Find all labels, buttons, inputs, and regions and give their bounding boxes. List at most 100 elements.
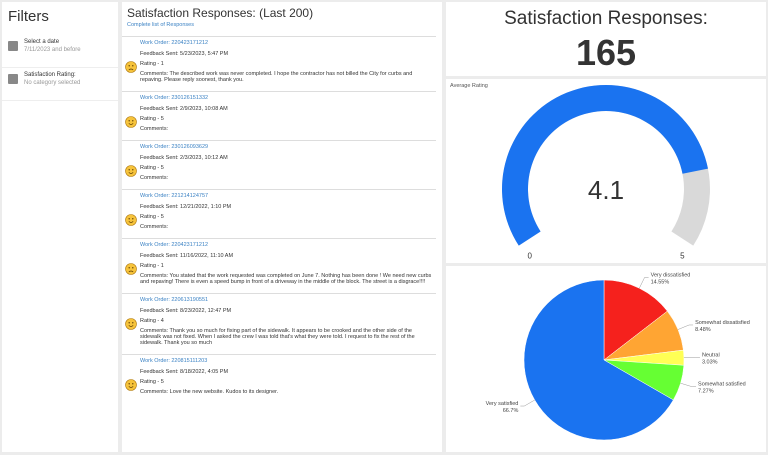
filter-item[interactable]: Select a date 7/11/2023 and before	[2, 35, 118, 68]
work-order: Work Order: 230126151332	[140, 95, 209, 101]
comments: Comments: The described work was never c…	[140, 71, 413, 83]
comments: Comments: You stated that the work reque…	[140, 273, 432, 285]
response-item: Work Order: 220423171212 Feedback Sent: 1…	[122, 238, 436, 293]
pie-label: Very dissatisfied	[651, 272, 691, 278]
rating-face	[125, 214, 137, 226]
mouth	[128, 270, 134, 273]
mouth	[128, 68, 134, 71]
gauge-max: 5	[680, 252, 685, 261]
gauge-title: Average Rating	[450, 83, 488, 89]
response-item: Work Order: 230126151332 Feedback Sent: 2…	[122, 91, 436, 140]
rating: Rating - 4	[140, 318, 164, 324]
eye	[128, 218, 130, 220]
feedback-sent: Feedback Sent: 2/3/2023, 10:12 AM	[140, 155, 228, 161]
feedback-sent: Feedback Sent: 5/23/2023, 5:47 PM	[140, 51, 229, 57]
eye	[132, 65, 134, 67]
filter-list: Select a date 7/11/2023 and before Satisfa…	[2, 35, 118, 101]
comments: Comments:	[140, 126, 169, 132]
filters-title: Filters	[8, 8, 49, 25]
rating: Rating - 5	[140, 379, 164, 385]
filter-detail: No category selected	[24, 80, 81, 86]
responses-link[interactable]: Complete list of Responses	[127, 22, 194, 28]
response-item: Work Order: 230126093629 Feedback Sent: 2…	[122, 140, 436, 189]
filter-icon	[8, 74, 18, 84]
feedback-sent: Feedback Sent: 8/23/2022, 12:47 PM	[140, 308, 232, 314]
feedback-sent: Feedback Sent: 11/16/2022, 11:10 AM	[140, 253, 234, 259]
rating-face	[125, 116, 137, 128]
pie-value-label: 3.03%	[702, 359, 718, 365]
eye	[132, 267, 134, 269]
comments: Comments:	[140, 224, 169, 230]
rating: Rating - 5	[140, 214, 164, 220]
mouth	[128, 325, 134, 327]
face	[125, 318, 137, 330]
response-item: Work Order: 220815111203 Feedback Sent: 8…	[122, 354, 436, 403]
eye	[128, 120, 130, 122]
eye	[128, 383, 130, 385]
filter-text: Select a date 7/11/2023 and before	[24, 39, 81, 63]
rating-face	[125, 379, 137, 391]
rating: Rating - 5	[140, 165, 164, 171]
feedback-sent: Feedback Sent: 12/21/2022, 1:10 PM	[140, 204, 232, 210]
pie-slice	[523, 279, 674, 441]
gauge-value: 4.1	[588, 175, 624, 205]
filter-label: Satisfaction Rating:	[24, 72, 76, 78]
face	[125, 165, 137, 177]
face	[125, 379, 137, 391]
work-order: Work Order: 220423171212	[140, 242, 209, 248]
rating: Rating - 5	[140, 116, 164, 122]
leader-line	[520, 399, 535, 407]
counter-value: 165	[575, 32, 637, 73]
work-order: Work Order: 220423171212	[140, 40, 209, 46]
leader-line	[680, 382, 697, 387]
filter-detail: 7/11/2023 and before	[24, 47, 81, 53]
eye	[132, 120, 134, 122]
work-order: Work Order: 220815111203	[140, 358, 208, 364]
eye	[128, 322, 130, 324]
mouth	[128, 386, 134, 388]
responses-panel: Satisfaction Responses: (Last 200) Compl…	[122, 2, 442, 452]
eye	[128, 169, 130, 171]
pie-value-label: 14.55%	[651, 279, 670, 285]
pie-value-label: 7.27%	[698, 389, 714, 395]
feedback-sent: Feedback Sent: 2/9/2023, 10:08 AM	[140, 106, 228, 112]
eye	[132, 383, 134, 385]
eye	[128, 267, 130, 269]
filter-text: Satisfaction Rating: No category selected	[24, 72, 80, 96]
rating-face	[125, 263, 137, 275]
responses-title: Satisfaction Responses: (Last 200)	[127, 6, 314, 20]
mouth	[128, 172, 134, 174]
face	[125, 263, 137, 275]
rating: Rating - 1	[140, 61, 164, 67]
comments: Comments: Love the new website. Kudos to…	[140, 389, 279, 395]
filter-icon	[8, 41, 18, 51]
counter-title: Satisfaction Responses:	[504, 8, 708, 29]
eye	[132, 322, 134, 324]
mouth	[128, 123, 134, 125]
eye	[132, 218, 134, 220]
gauge: Average Rating 4.1 0 5	[450, 83, 710, 261]
pie-value-label: 8.48%	[695, 327, 711, 333]
rating-face	[125, 165, 137, 177]
comments: Comments:	[140, 175, 169, 181]
counter-panel: Satisfaction Responses: 165	[446, 2, 766, 76]
work-order: Work Order: 221214124757	[140, 193, 209, 199]
mouth	[128, 221, 134, 223]
rating: Rating - 1	[140, 263, 164, 269]
work-order: Work Order: 220613190551	[140, 297, 209, 303]
face	[125, 116, 137, 128]
filter-label: Select a date	[24, 39, 60, 45]
pie-value-label: 66.7%	[503, 408, 519, 414]
feedback-sent: Feedback Sent: 8/18/2022, 4:05 PM	[140, 369, 229, 375]
pie-label: Somewhat satisfied	[698, 382, 746, 388]
comments: Comments: Thank you so much for fixing p…	[140, 328, 415, 346]
eye	[132, 169, 134, 171]
response-list: Work Order: 220423171212 Feedback Sent: 5…	[122, 36, 436, 452]
filter-item[interactable]: Satisfaction Rating: No category selected	[2, 68, 118, 101]
eye	[128, 65, 130, 67]
rating-face	[125, 61, 137, 73]
work-order: Work Order: 230126093629	[140, 144, 209, 150]
response-item: Work Order: 221214124757 Feedback Sent: 1…	[122, 189, 436, 238]
